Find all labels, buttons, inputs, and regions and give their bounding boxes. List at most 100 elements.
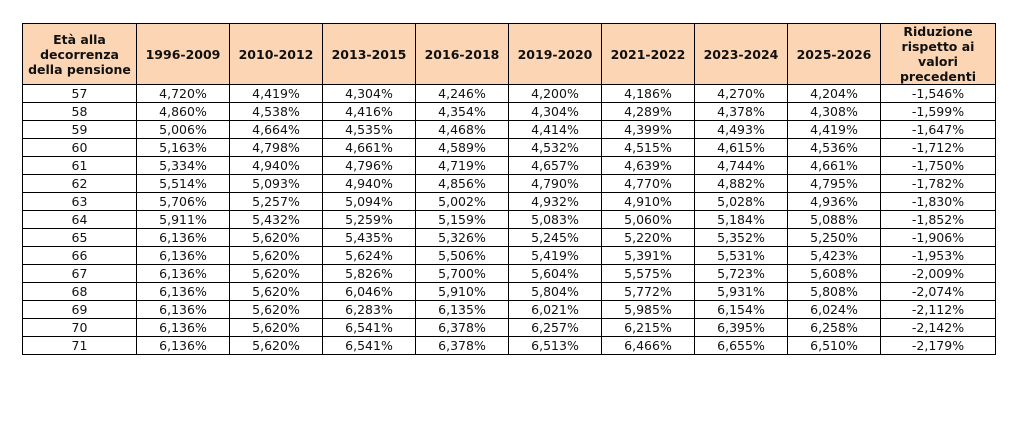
- coefficient-cell: 4,289%: [601, 102, 695, 121]
- age-cell: 69: [22, 300, 137, 319]
- transformation-coefficients-table: Età alla decorrenza della pensione 1996-2…: [22, 23, 996, 355]
- coefficient-cell: 6,395%: [694, 318, 788, 337]
- coefficient-cell: 5,985%: [601, 300, 695, 319]
- age-cell: 67: [22, 264, 137, 283]
- age-cell: 65: [22, 228, 137, 247]
- reduction-cell: -2,074%: [880, 282, 996, 301]
- coefficient-cell: 4,661%: [787, 156, 881, 175]
- coefficient-cell: 5,620%: [229, 318, 323, 337]
- age-cell: 68: [22, 282, 137, 301]
- table-body: 57 4,720% 4,419% 4,304% 4,246% 4,200% 4,186% 4,…: [22, 84, 996, 355]
- coefficient-cell: 6,046%: [322, 282, 416, 301]
- age-cell: 70: [22, 318, 137, 337]
- age-cell: 71: [22, 336, 137, 355]
- table-row: 58 4,860% 4,538% 4,416% 4,354% 4,304% 4,289% 4,…: [22, 102, 996, 121]
- coefficient-cell: 5,608%: [787, 264, 881, 283]
- coefficient-cell: 5,772%: [601, 282, 695, 301]
- reduction-cell: -2,179%: [880, 336, 996, 355]
- coefficient-cell: 6,136%: [136, 228, 230, 247]
- table-row: 67 6,136% 5,620% 5,826% 5,700% 5,604% 5,575% 5,…: [22, 264, 996, 283]
- coefficient-cell: 6,136%: [136, 336, 230, 355]
- coefficient-cell: 5,723%: [694, 264, 788, 283]
- coefficient-cell: 4,639%: [601, 156, 695, 175]
- table-row: 70 6,136% 5,620% 6,541% 6,378% 6,257% 6,215% 6,…: [22, 318, 996, 337]
- column-header-period: 2025-2026: [787, 23, 881, 85]
- coefficient-cell: 4,414%: [508, 120, 602, 139]
- coefficient-cell: 4,186%: [601, 84, 695, 103]
- coefficient-cell: 4,860%: [136, 102, 230, 121]
- coefficient-cell: 4,720%: [136, 84, 230, 103]
- coefficient-cell: 6,258%: [787, 318, 881, 337]
- coefficient-cell: 5,334%: [136, 156, 230, 175]
- coefficient-cell: 5,804%: [508, 282, 602, 301]
- coefficient-cell: 4,796%: [322, 156, 416, 175]
- coefficient-cell: 4,304%: [322, 84, 416, 103]
- reduction-cell: -2,009%: [880, 264, 996, 283]
- coefficient-cell: 6,510%: [787, 336, 881, 355]
- column-header-period: 2023-2024: [694, 23, 788, 85]
- age-cell: 66: [22, 246, 137, 265]
- coefficient-cell: 4,308%: [787, 102, 881, 121]
- coefficient-cell: 6,136%: [136, 264, 230, 283]
- coefficient-cell: 4,910%: [601, 192, 695, 211]
- reduction-cell: -2,112%: [880, 300, 996, 319]
- coefficient-cell: 4,515%: [601, 138, 695, 157]
- coefficient-cell: 4,246%: [415, 84, 509, 103]
- coefficient-cell: 4,770%: [601, 174, 695, 193]
- coefficient-cell: 6,541%: [322, 318, 416, 337]
- coefficient-cell: 5,060%: [601, 210, 695, 229]
- coefficient-cell: 5,419%: [508, 246, 602, 265]
- coefficient-cell: 4,468%: [415, 120, 509, 139]
- coefficient-cell: 5,700%: [415, 264, 509, 283]
- coefficient-cell: 5,250%: [787, 228, 881, 247]
- table-row: 61 5,334% 4,940% 4,796% 4,719% 4,657% 4,639% 4,…: [22, 156, 996, 175]
- table-row: 63 5,706% 5,257% 5,094% 5,002% 4,932% 4,910% 5,…: [22, 192, 996, 211]
- coefficient-cell: 4,856%: [415, 174, 509, 193]
- reduction-cell: -1,906%: [880, 228, 996, 247]
- coefficient-cell: 5,028%: [694, 192, 788, 211]
- coefficient-cell: 4,304%: [508, 102, 602, 121]
- column-header-period: 2019-2020: [508, 23, 602, 85]
- reduction-cell: -1,712%: [880, 138, 996, 157]
- coefficient-cell: 4,536%: [787, 138, 881, 157]
- coefficient-cell: 5,604%: [508, 264, 602, 283]
- coefficient-cell: 6,466%: [601, 336, 695, 355]
- coefficient-cell: 5,002%: [415, 192, 509, 211]
- coefficient-cell: 5,257%: [229, 192, 323, 211]
- table-row: 59 5,006% 4,664% 4,535% 4,468% 4,414% 4,399% 4,…: [22, 120, 996, 139]
- coefficient-cell: 5,423%: [787, 246, 881, 265]
- reduction-cell: -1,953%: [880, 246, 996, 265]
- column-header-reduction: Riduzione rispetto ai valori precedenti: [880, 23, 996, 85]
- coefficient-cell: 4,940%: [229, 156, 323, 175]
- coefficient-cell: 4,940%: [322, 174, 416, 193]
- coefficient-cell: 5,808%: [787, 282, 881, 301]
- reduction-cell: -2,142%: [880, 318, 996, 337]
- coefficient-cell: 5,391%: [601, 246, 695, 265]
- coefficient-cell: 4,204%: [787, 84, 881, 103]
- column-header-period: 1996-2009: [136, 23, 230, 85]
- coefficient-cell: 5,006%: [136, 120, 230, 139]
- coefficient-cell: 6,215%: [601, 318, 695, 337]
- reduction-cell: -1,782%: [880, 174, 996, 193]
- coefficient-cell: 5,826%: [322, 264, 416, 283]
- table-row: 71 6,136% 5,620% 6,541% 6,378% 6,513% 6,466% 6,…: [22, 336, 996, 355]
- coefficient-cell: 5,624%: [322, 246, 416, 265]
- coefficient-cell: 4,538%: [229, 102, 323, 121]
- coefficient-cell: 5,094%: [322, 192, 416, 211]
- coefficient-cell: 5,911%: [136, 210, 230, 229]
- coefficient-cell: 6,541%: [322, 336, 416, 355]
- coefficient-cell: 6,378%: [415, 336, 509, 355]
- coefficient-cell: 4,532%: [508, 138, 602, 157]
- coefficient-cell: 6,135%: [415, 300, 509, 319]
- coefficient-cell: 4,378%: [694, 102, 788, 121]
- coefficient-cell: 4,719%: [415, 156, 509, 175]
- coefficient-cell: 5,575%: [601, 264, 695, 283]
- coefficient-cell: 4,744%: [694, 156, 788, 175]
- coefficient-cell: 6,136%: [136, 318, 230, 337]
- coefficient-cell: 5,163%: [136, 138, 230, 157]
- coefficient-cell: 4,882%: [694, 174, 788, 193]
- coefficient-cell: 4,589%: [415, 138, 509, 157]
- coefficient-cell: 6,378%: [415, 318, 509, 337]
- coefficient-cell: 4,270%: [694, 84, 788, 103]
- coefficient-cell: 4,416%: [322, 102, 416, 121]
